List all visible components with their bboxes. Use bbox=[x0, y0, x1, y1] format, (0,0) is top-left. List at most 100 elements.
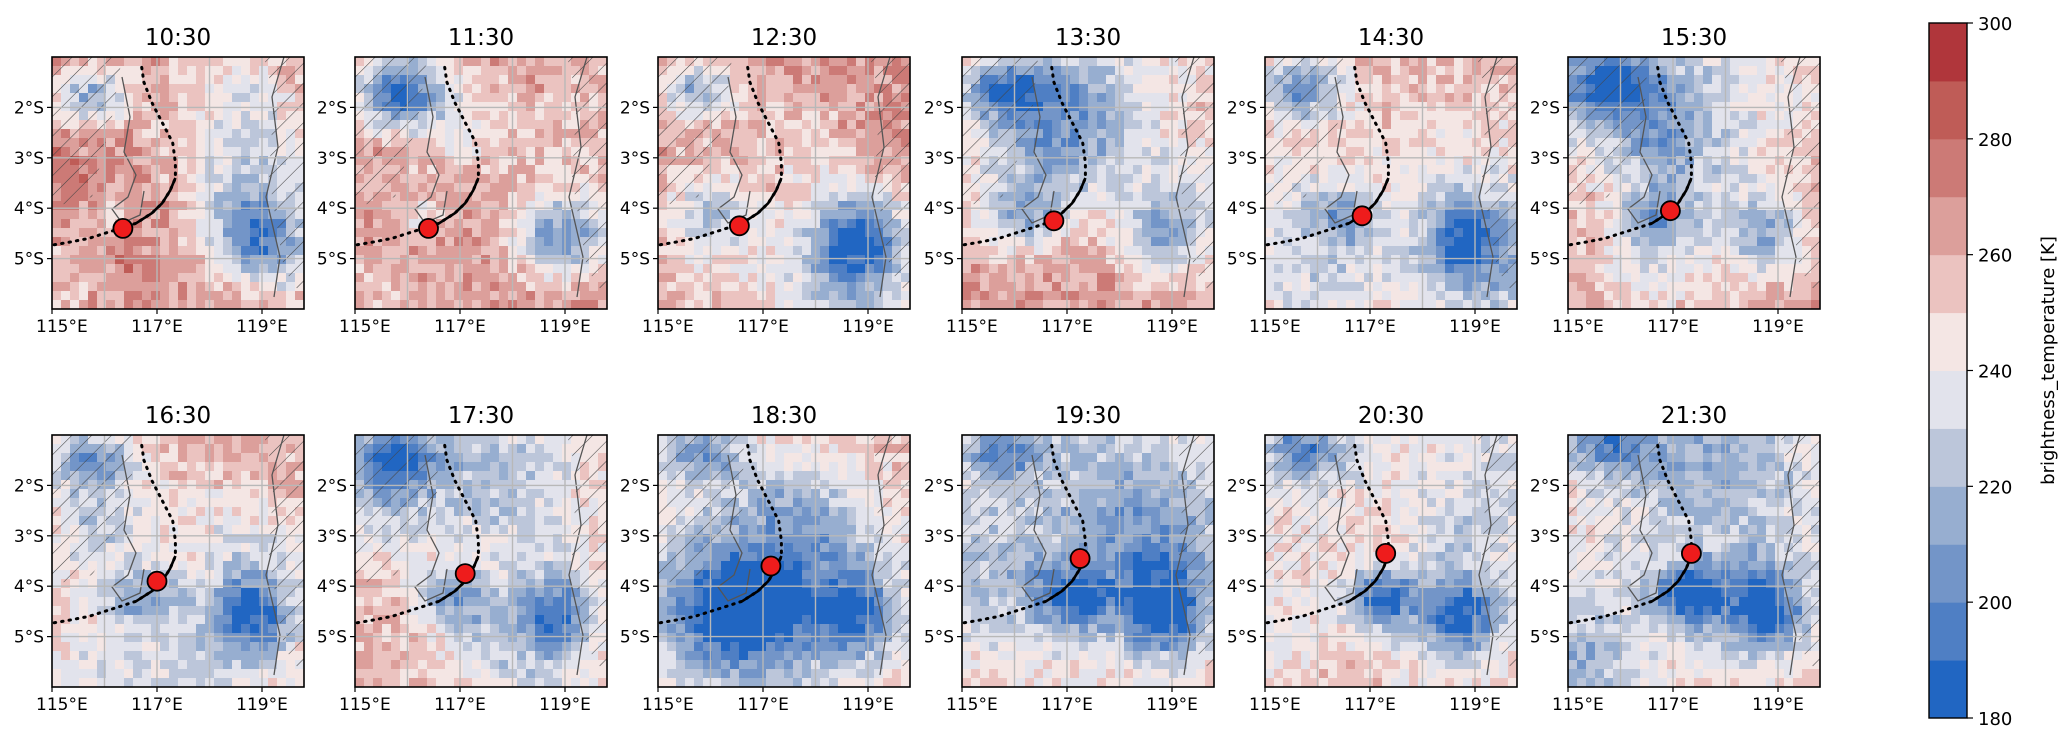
y-tick-label: 3°S bbox=[14, 149, 44, 169]
y-tick-label: 5°S bbox=[317, 250, 347, 270]
panel-19:30: 19:30 2°S 3°S 4°S 5°S 115°E 117°E 119°E bbox=[924, 403, 1215, 715]
y-tick-label: 3°S bbox=[620, 527, 650, 547]
y-tick-label: 3°S bbox=[1530, 149, 1560, 169]
y-tick-label: 2°S bbox=[1227, 98, 1257, 118]
y-tick-label: 4°S bbox=[14, 577, 44, 597]
panel-frame bbox=[657, 434, 911, 688]
y-tick-label: 2°S bbox=[1530, 98, 1560, 118]
panel-frame bbox=[657, 56, 911, 310]
y-tick-label: 5°S bbox=[317, 628, 347, 648]
x-tick-label: 119°E bbox=[1752, 317, 1804, 337]
x-tick-label: 117°E bbox=[1647, 317, 1699, 337]
panel-title: 16:30 bbox=[145, 403, 211, 429]
coastline bbox=[1324, 435, 1498, 676]
y-tick-label: 2°S bbox=[620, 98, 650, 118]
panel-title: 21:30 bbox=[1661, 403, 1727, 429]
x-tick-label: 117°E bbox=[1041, 317, 1093, 337]
panel-11:30: 11:30 2°S 3°S 4°S 5°S 115°E 117°E 119°E bbox=[317, 25, 608, 337]
colorbar-bin bbox=[1929, 602, 1967, 661]
y-tick-label: 2°S bbox=[317, 476, 347, 496]
x-tick-label: 117°E bbox=[1344, 317, 1396, 337]
colorbar: 180 200 220 240 260 280 300 brightness_temperat… bbox=[1928, 14, 2059, 730]
coastline bbox=[1627, 435, 1801, 676]
panel-frame bbox=[354, 56, 608, 310]
coastline bbox=[1324, 57, 1498, 298]
colorbar-bin bbox=[1929, 138, 1967, 198]
y-tick-label: 4°S bbox=[1227, 199, 1257, 219]
colorbar-bin bbox=[1929, 196, 1967, 256]
panel-frame bbox=[1567, 56, 1821, 310]
panel-13:30: 13:30 2°S 3°S 4°S 5°S 115°E 117°E 119°E bbox=[924, 25, 1215, 337]
colorbar-label: brightness_temperature [K] bbox=[2038, 236, 2059, 485]
colorbar-bin bbox=[1929, 254, 1967, 314]
panel-12:30: 12:30 2°S 3°S 4°S 5°S 115°E 117°E 119°E bbox=[620, 25, 911, 337]
brightness-field bbox=[355, 57, 607, 309]
y-tick-label: 2°S bbox=[620, 476, 650, 496]
y-tick-label: 4°S bbox=[1227, 577, 1257, 597]
panel-title: 18:30 bbox=[751, 403, 817, 429]
panel-title: 14:30 bbox=[1358, 25, 1424, 51]
x-tick-label: 119°E bbox=[1449, 317, 1501, 337]
storm-position-marker bbox=[112, 217, 134, 239]
x-tick-label: 117°E bbox=[737, 317, 789, 337]
colorbar-tick-label: 180 bbox=[1978, 709, 2012, 730]
y-tick-label: 3°S bbox=[1530, 527, 1560, 547]
x-tick-label: 117°E bbox=[434, 695, 486, 715]
x-tick-label: 115°E bbox=[1249, 695, 1301, 715]
y-tick-label: 3°S bbox=[317, 149, 347, 169]
x-tick-label: 115°E bbox=[1552, 695, 1604, 715]
x-tick-label: 115°E bbox=[946, 695, 998, 715]
x-tick-label: 119°E bbox=[236, 695, 288, 715]
x-tick-label: 117°E bbox=[131, 317, 183, 337]
gridlines bbox=[355, 435, 607, 687]
y-tick-label: 5°S bbox=[14, 628, 44, 648]
colorbar-bin bbox=[1929, 660, 1967, 719]
x-tick-label: 117°E bbox=[737, 695, 789, 715]
x-tick-label: 115°E bbox=[36, 317, 88, 337]
panel-title: 12:30 bbox=[751, 25, 817, 51]
colorbar-bin bbox=[1929, 312, 1967, 371]
y-tick-label: 5°S bbox=[620, 628, 650, 648]
gridlines bbox=[658, 57, 910, 309]
y-tick-label: 4°S bbox=[1530, 577, 1560, 597]
y-tick-label: 2°S bbox=[14, 98, 44, 118]
y-tick-label: 5°S bbox=[1530, 250, 1560, 270]
colorbar-tick-label: 300 bbox=[1978, 14, 2012, 35]
storm-position-marker bbox=[1069, 548, 1091, 569]
colorbar-bin bbox=[1929, 23, 1967, 82]
coastline bbox=[1021, 435, 1195, 676]
panel-title: 17:30 bbox=[448, 403, 514, 429]
y-tick-label: 4°S bbox=[317, 577, 347, 597]
panel-21:30: 21:30 2°S 3°S 4°S 5°S 115°E 117°E 119°E bbox=[1530, 403, 1821, 715]
coastline bbox=[111, 57, 285, 298]
coastline bbox=[414, 435, 588, 676]
y-tick-label: 5°S bbox=[1530, 628, 1560, 648]
panel-frame bbox=[961, 434, 1215, 688]
y-tick-label: 4°S bbox=[620, 577, 650, 597]
colorbar-tick-label: 240 bbox=[1978, 362, 2012, 383]
y-tick-label: 4°S bbox=[924, 199, 954, 219]
y-tick-label: 2°S bbox=[1530, 476, 1560, 496]
panel-14:30: 14:30 2°S 3°S 4°S 5°S 115°E 117°E 119°E bbox=[1227, 25, 1518, 337]
gridlines bbox=[1265, 57, 1517, 309]
x-tick-label: 115°E bbox=[36, 695, 88, 715]
y-tick-label: 5°S bbox=[620, 250, 650, 270]
storm-position-marker bbox=[418, 217, 439, 239]
panel-grid: 10:30 2°S 3°S 4°S 5°S 115°E 117°E 119°E 11:30 2°S… bbox=[14, 25, 1821, 715]
x-tick-label: 119°E bbox=[842, 317, 894, 337]
storm-position-marker bbox=[146, 570, 168, 592]
coastline bbox=[717, 435, 891, 676]
y-tick-label: 2°S bbox=[317, 98, 347, 118]
gridlines bbox=[52, 435, 304, 687]
panel-frame bbox=[1567, 434, 1821, 688]
x-tick-label: 119°E bbox=[1449, 695, 1501, 715]
x-tick-label: 119°E bbox=[539, 695, 591, 715]
x-tick-label: 119°E bbox=[1146, 317, 1198, 337]
gridlines bbox=[658, 435, 910, 687]
y-tick-label: 5°S bbox=[924, 250, 954, 270]
panel-title: 19:30 bbox=[1055, 403, 1121, 429]
gridlines bbox=[52, 57, 304, 309]
storm-position-marker bbox=[1681, 543, 1702, 564]
x-tick-label: 119°E bbox=[1146, 695, 1198, 715]
x-tick-label: 117°E bbox=[1041, 695, 1093, 715]
